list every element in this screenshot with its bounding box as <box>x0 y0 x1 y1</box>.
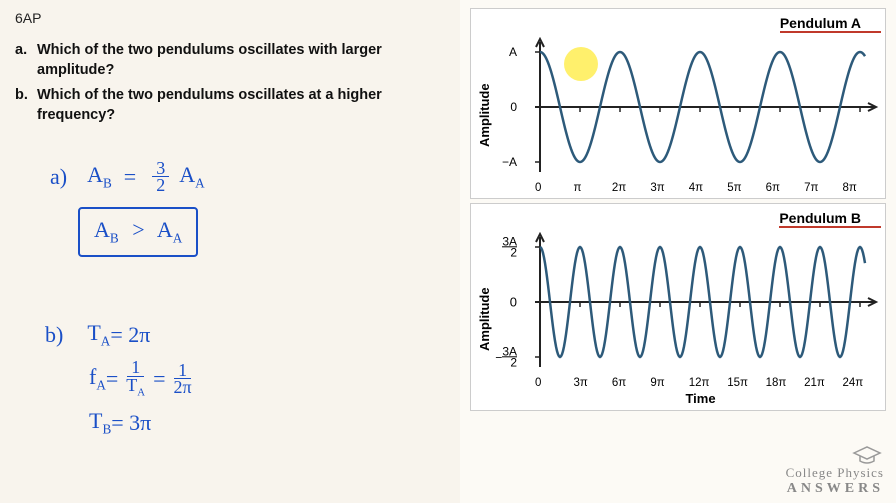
chart-b-ylabel: Amplitude <box>475 232 494 406</box>
question-panel: 6AP a. Which of the two pendulums oscill… <box>0 0 460 503</box>
charts-panel: Pendulum A Amplitude A 0 −A 0π2π3π4π5π6π… <box>460 0 896 503</box>
chart-a-xticks: 0π2π3π4π5π6π7π8π <box>520 182 881 194</box>
highlight-circle <box>564 47 598 81</box>
chart-b-xticks: 03π6π9π12π15π18π21π24π <box>520 377 881 389</box>
question-number: 6AP <box>15 10 445 26</box>
chart-pendulum-b: Pendulum B Amplitude 3A 2 0 − 3A 2 <box>470 203 886 411</box>
hw-b-label: b) <box>45 322 63 348</box>
chart-a-ylabel: Amplitude <box>475 37 494 194</box>
q-b-letter: b. <box>15 85 37 126</box>
chart-b-xlabel: Time <box>520 389 881 406</box>
chart-a-title: Pendulum A <box>780 15 881 33</box>
boxed-result-a: AB > AA <box>78 207 198 256</box>
chart-b-title: Pendulum B <box>779 210 881 228</box>
brand-logo: College Physics ANSWERS <box>786 443 884 497</box>
hw-a-label: a) <box>50 164 67 190</box>
chart-pendulum-a: Pendulum A Amplitude A 0 −A 0π2π3π4π5π6π… <box>470 8 886 199</box>
question-b: b. Which of the two pendulums oscillates… <box>15 85 445 126</box>
handwritten-answer-a: a) AB = 32 AA AB > AA <box>50 160 205 257</box>
q-a-letter: a. <box>15 40 37 81</box>
handwritten-answer-b: b) TA = 2π fA = 1TA = 12π TB = 3π <box>45 320 200 447</box>
chart-b-plot <box>520 232 880 372</box>
q-a-text: Which of the two pendulums oscillates wi… <box>37 40 445 81</box>
question-a: a. Which of the two pendulums oscillates… <box>15 40 445 81</box>
graduation-cap-icon <box>850 443 884 465</box>
q-b-text: Which of the two pendulums oscillates at… <box>37 85 445 126</box>
